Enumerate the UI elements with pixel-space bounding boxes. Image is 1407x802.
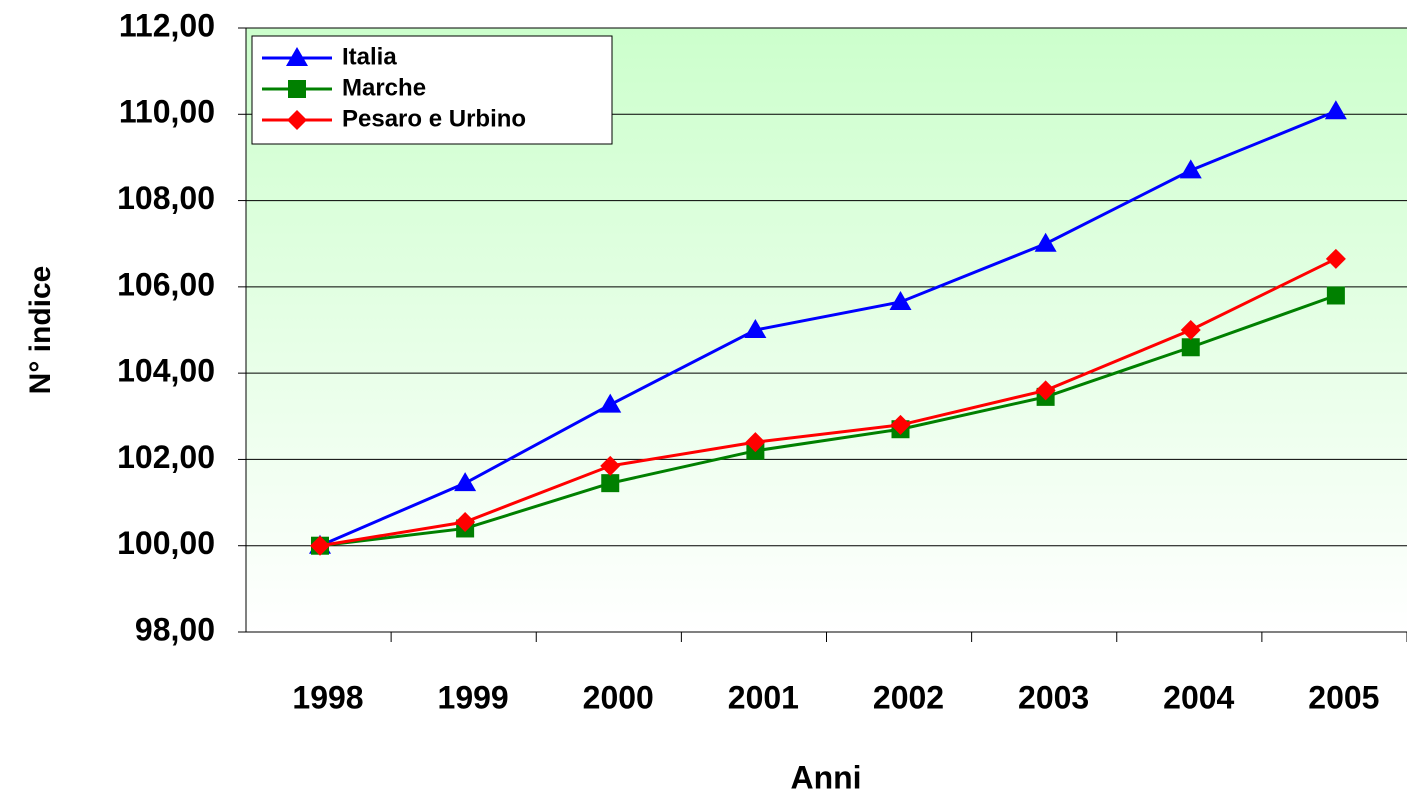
x-axis-title: Anni: [790, 759, 861, 795]
y-axis-title: N° indice: [24, 266, 57, 395]
data-point: [1325, 248, 1346, 269]
y-tick-label: 110,00: [119, 94, 215, 130]
x-tick-label: 2001: [728, 679, 799, 715]
data-point: [600, 455, 621, 476]
data-point: [1181, 338, 1200, 357]
data-point: [1326, 286, 1345, 305]
y-tick-label: 102,00: [117, 439, 215, 475]
data-point: [1034, 232, 1057, 252]
legend-label: Italia: [342, 43, 397, 70]
data-point: [454, 472, 477, 492]
y-tick-label: 106,00: [117, 266, 215, 302]
data-point: [890, 414, 911, 435]
x-tick-label: 2000: [583, 679, 654, 715]
data-point: [745, 432, 766, 453]
y-tick-label: 104,00: [117, 353, 215, 389]
y-tick-label: 100,00: [117, 525, 215, 561]
data-point: [1035, 380, 1056, 401]
data-point: [310, 535, 330, 556]
data-point: [1180, 320, 1201, 340]
x-tick-label: 2005: [1308, 679, 1379, 715]
data-point: [744, 319, 767, 338]
legend-label: Marche: [342, 74, 426, 101]
data-point: [1324, 100, 1347, 120]
legend-label: Pesaro e Urbino: [342, 105, 526, 132]
data-point: [455, 511, 476, 532]
data-point: [599, 393, 622, 413]
x-tick-label: 1998: [292, 679, 363, 715]
legend-marker: [288, 80, 306, 98]
data-point: [1179, 159, 1202, 179]
x-tick-label: 1999: [438, 679, 509, 715]
y-tick-label: 108,00: [117, 180, 215, 216]
legend-marker: [287, 110, 307, 130]
y-tick-label: 98,00: [135, 611, 215, 647]
series-line: [319, 294, 1337, 548]
x-tick-label: 2002: [873, 679, 944, 715]
data-point: [601, 474, 620, 493]
x-tick-label: 2003: [1018, 679, 1089, 715]
series-line: [319, 257, 1337, 548]
y-tick-label: 112,00: [119, 7, 215, 43]
series-line: [319, 109, 1337, 548]
x-tick-label: 2004: [1163, 679, 1234, 715]
legend-marker: [286, 47, 308, 66]
data-point: [889, 290, 912, 310]
